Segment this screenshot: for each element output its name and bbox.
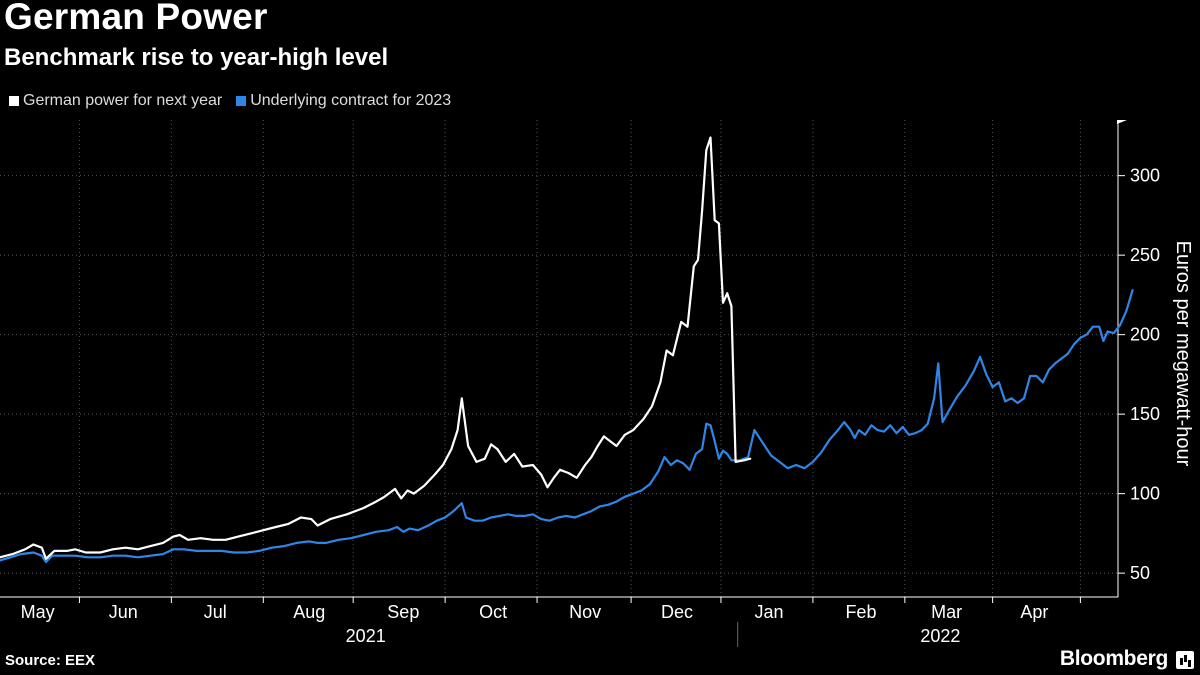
brand-logo-text: Bloomberg [1059, 647, 1168, 670]
y-tick-label: 200 [1130, 325, 1160, 345]
x-tick-label: Jun [109, 602, 138, 622]
x-tick-label: Oct [479, 602, 507, 622]
x-axis: May Jun Jul Aug Sep Oct Nov Dec Jan Feb Mar Apr 2021… [0, 596, 1118, 647]
x-tick-label: Nov [569, 602, 601, 622]
chart-legend: German power for next year Underlying co… [9, 92, 451, 110]
legend-label-german-power: German power for next year [23, 92, 223, 109]
series-line-contract-2023 [0, 289, 1134, 564]
x-tick-label: Aug [293, 602, 325, 622]
legend-item-contract-2023: Underlying contract for 2023 [236, 92, 451, 110]
x-tick-label: Jul [204, 602, 227, 622]
y-tick-label: 250 [1130, 245, 1160, 265]
y-axis-cap [1117, 120, 1127, 124]
y-tick-label: 50 [1130, 563, 1150, 583]
chart-subtitle: Benchmark rise to year-high level [4, 44, 389, 71]
x-tick-label: May [21, 602, 55, 622]
year-label: 2021 [346, 626, 386, 646]
y-tick-label: 150 [1130, 404, 1160, 424]
x-tick-label: Mar [931, 602, 962, 622]
page-title: German Power [4, 0, 268, 37]
x-tick-label: Dec [661, 602, 693, 622]
bloomberg-logo-icon [1176, 651, 1194, 669]
y-axis-title: Euros per megawatt-hour [1172, 241, 1194, 467]
legend-swatch-white [9, 96, 19, 106]
source-note: Source: EEX [5, 652, 96, 669]
y-axis: 50 100 150 200 250 300 Euros per megawatt-hour [1117, 120, 1194, 597]
x-tick-label: Jan [755, 602, 784, 622]
x-tick-label: Apr [1020, 602, 1048, 622]
gridlines [0, 120, 1118, 597]
series-line-german-power [0, 136, 752, 560]
x-tick-label: Sep [387, 602, 419, 622]
year-label: 2022 [920, 626, 960, 646]
legend-label-contract-2023: Underlying contract for 2023 [250, 92, 452, 109]
series-lines [0, 136, 1134, 564]
y-tick-label: 100 [1130, 484, 1160, 504]
x-tick-label: Feb [845, 602, 876, 622]
legend-swatch-blue [236, 96, 247, 106]
y-tick-label: 300 [1130, 166, 1160, 186]
legend-item-german-power: German power for next year [9, 92, 222, 110]
